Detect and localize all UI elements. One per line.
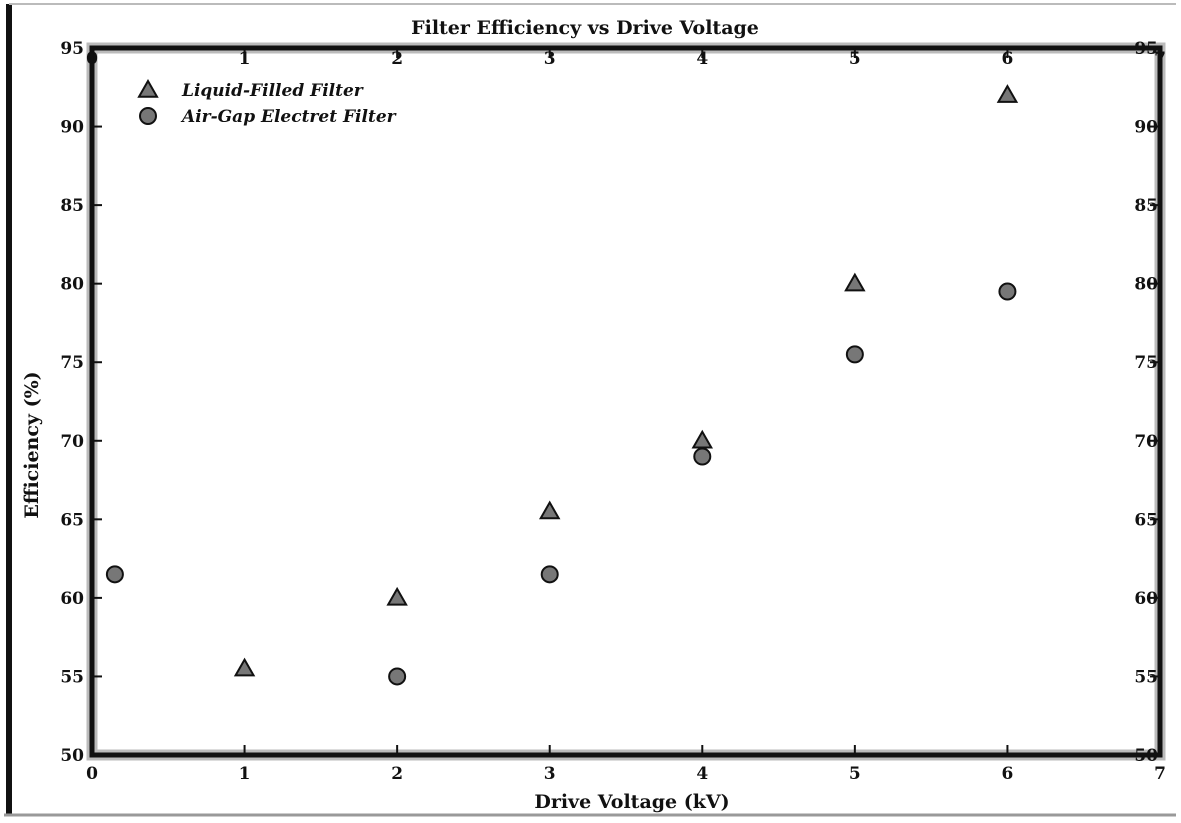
x-tick-label-top: 1 <box>239 49 251 69</box>
legend-marker <box>137 78 159 98</box>
x-tick-label: 3 <box>544 764 556 784</box>
x-tick-label-top: 4 <box>696 49 708 69</box>
point-series-2 <box>998 282 1017 301</box>
y-tick-label-right: 85 <box>1134 196 1158 216</box>
x-tick-label: 5 <box>849 764 861 784</box>
y-tick-label: 60 <box>60 589 84 609</box>
x-tick-label-top: 7 <box>1154 49 1166 69</box>
y-axis-title: Efficiency (%) <box>21 371 43 518</box>
x-tick-label-top: 3 <box>544 49 556 69</box>
y-tick-label: 75 <box>60 353 84 373</box>
y-tick-label: 85 <box>60 196 84 216</box>
plot-frame-halo <box>86 42 1166 761</box>
x-axis-title: Drive Voltage (kV) <box>534 791 729 813</box>
y-tick-label-right: 95 <box>1134 39 1158 59</box>
y-tick-label: 55 <box>60 667 84 687</box>
point-series-2 <box>388 667 407 686</box>
y-tick-label-right: 70 <box>1134 432 1158 452</box>
point-series-1 <box>691 429 714 449</box>
point-series-1 <box>538 500 561 520</box>
legend-marker <box>139 107 157 125</box>
point-series-2 <box>693 447 712 466</box>
point-series-2 <box>540 565 559 584</box>
x-tick-label-top: 6 <box>1002 49 1014 69</box>
legend-label: Liquid-Filled Filter <box>181 81 364 101</box>
point-series-1 <box>844 272 866 292</box>
point-series-1 <box>386 586 408 606</box>
y-tick-label-right: 65 <box>1134 510 1158 530</box>
y-tick-label: 95 <box>60 39 84 59</box>
x-tick-label: 0 <box>86 764 98 784</box>
outlier-point <box>105 565 124 584</box>
y-tick-label-right: 90 <box>1134 118 1158 138</box>
x-tick-label-top: 0 <box>86 49 98 69</box>
x-tick-label-top: 2 <box>391 49 403 69</box>
point-series-1 <box>233 657 256 677</box>
y-tick-label-right: 60 <box>1134 589 1158 609</box>
y-tick-label: 70 <box>60 432 84 452</box>
x-tick-label: 7 <box>1154 764 1166 784</box>
y-tick-label-right: 75 <box>1134 353 1158 373</box>
point-series-1 <box>996 84 1019 103</box>
plot-frame <box>89 45 1163 758</box>
y-tick-label: 80 <box>60 275 84 295</box>
y-tick-label-right: 55 <box>1134 667 1158 687</box>
x-tick-label-top: 5 <box>849 49 861 69</box>
legend: Liquid-Filled Filter Air-Gap Electret Fil… <box>137 78 397 127</box>
y-tick-label-right: 50 <box>1134 746 1158 766</box>
x-tick-label: 2 <box>391 764 403 784</box>
y-tick-label: 65 <box>60 510 84 530</box>
y-tick-label: 50 <box>60 746 84 766</box>
point-series-2 <box>845 345 864 364</box>
y-tick-label: 90 <box>60 118 84 138</box>
x-tick-label: 1 <box>239 764 251 784</box>
x-tick-label: 6 <box>1002 764 1014 784</box>
chart-title: Filter Efficiency vs Drive Voltage <box>411 17 759 39</box>
y-tick-label-right: 80 <box>1134 275 1158 295</box>
data-points <box>105 84 1019 686</box>
x-tick-label: 4 <box>696 764 708 784</box>
legend-label: Air-Gap Electret Filter <box>180 107 397 127</box>
